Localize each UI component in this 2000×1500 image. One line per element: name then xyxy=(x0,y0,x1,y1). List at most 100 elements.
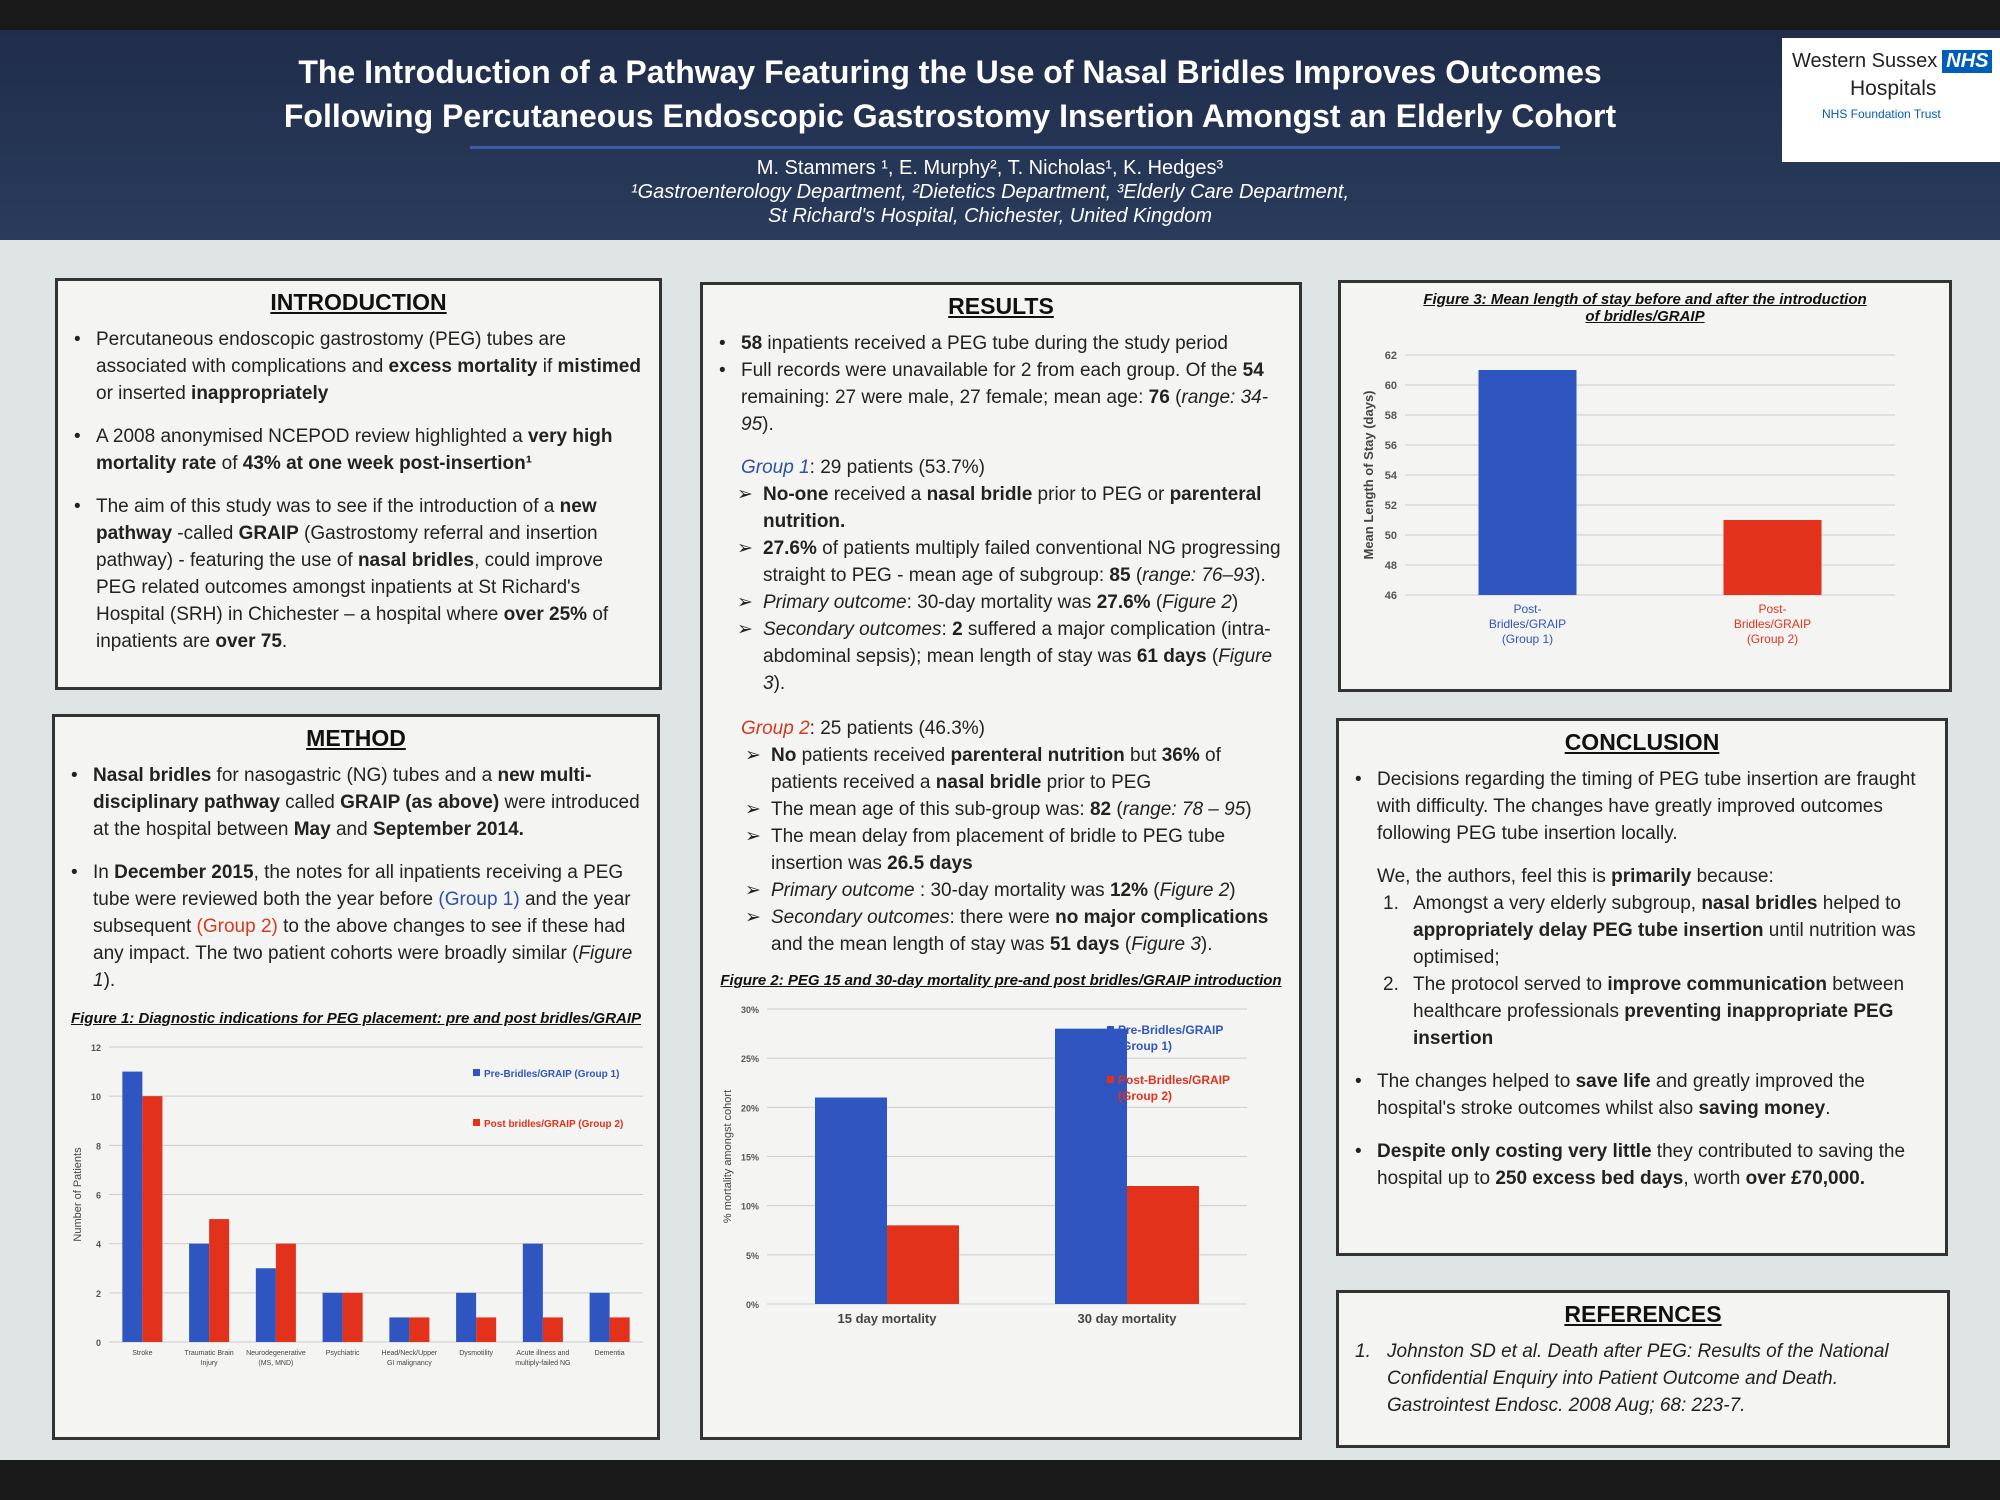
text-run: because: xyxy=(1691,866,1774,887)
conclusion-heading: CONCLUSION xyxy=(1564,729,1720,755)
group-2-list: No patients received parenteral nutritio… xyxy=(717,742,1285,958)
text-run: The protocol served to xyxy=(1413,974,1608,995)
text-run: 82 xyxy=(1089,799,1112,820)
list-item: Secondary outcomes: 2 suffered a major c… xyxy=(717,616,1285,697)
y-tick-label: 52 xyxy=(1385,500,1397,512)
text-run: ) xyxy=(1245,799,1252,820)
bar-series-2 xyxy=(609,1317,630,1342)
text-run: of xyxy=(216,453,243,474)
text-run: very high mortality rate xyxy=(96,426,613,474)
text-run: No-one xyxy=(763,484,829,505)
title-divider xyxy=(470,146,1560,149)
bar-series-1 xyxy=(255,1268,276,1342)
text-run: : there were xyxy=(949,907,1056,928)
text-run: prior to PEG xyxy=(1041,772,1152,793)
figure-3-chart: 46 48 50 52 54 56 58 60 62 Mean Length of Stay (d… xyxy=(1361,350,1895,646)
y-tick-label: 8 xyxy=(96,1141,101,1151)
y-tick-label: 62 xyxy=(1385,350,1397,362)
x-tick-label: Dementia xyxy=(595,1350,625,1357)
x-tick-label: Post- xyxy=(1758,602,1786,616)
text-run: ). xyxy=(103,970,116,991)
text-run: , could improve PEG related outcomes amo… xyxy=(96,550,603,625)
bar-series-2 xyxy=(476,1317,497,1342)
y-tick-label: 30% xyxy=(741,1005,759,1015)
figure-3-caption: Figure 3: Mean length of stay before and… xyxy=(1423,291,1867,325)
text-run: The mean delay from placement of bridle … xyxy=(771,826,1226,874)
nhs-trust-logo: Western Sussex NHS Hospitals NHS Foundati… xyxy=(1782,38,2000,162)
y-tick-label: 50 xyxy=(1385,530,1397,542)
text-run: received a xyxy=(828,484,927,505)
text-run: called xyxy=(279,792,341,813)
text-run: helped to xyxy=(1817,893,1901,914)
text-run: ) xyxy=(1231,592,1239,613)
reference-text: Johnston SD et al. Death after PEG: Resu… xyxy=(1387,1341,1889,1416)
text-run: 58 xyxy=(741,333,763,354)
x-tick-label: Neurodegenerative xyxy=(246,1350,306,1357)
authors: M. Stammers ¹, E. Murphy², T. Nicholas¹,… xyxy=(756,157,1224,179)
text-run: they contributed to saving the hospital … xyxy=(1377,1141,1906,1189)
text-run: 51 days xyxy=(1049,934,1120,955)
text-run: December 2015 xyxy=(114,862,254,883)
x-tick-label: Bridles/GRAIP xyxy=(1734,617,1811,631)
text-run: new multi-disciplinary pathway xyxy=(93,765,592,813)
text-run: Amongst a very elderly subgroup, xyxy=(1413,893,1702,914)
text-run: : 30-day mortality was xyxy=(914,880,1110,901)
text-run: no major complications xyxy=(1055,907,1269,928)
method-section: METHOD Nasal bridles for nasogastric (NG… xyxy=(52,714,660,1440)
text-run: Secondary outcomes xyxy=(771,907,950,928)
bar-series-1 xyxy=(189,1243,210,1342)
y-tick-label: 0 xyxy=(96,1338,101,1348)
bar-series-1 xyxy=(456,1292,477,1342)
text-run: -called xyxy=(172,523,239,544)
text-run: 12% xyxy=(1109,880,1148,901)
bar-series-1 xyxy=(322,1292,343,1342)
text-run: parenteral nutrition. xyxy=(763,484,1262,532)
x-tick-label: Post- xyxy=(1513,602,1541,616)
list-item: Secondary outcomes: there were no major … xyxy=(725,904,1285,958)
bar-series-2 xyxy=(409,1317,430,1342)
list-item: No patients received parenteral nutritio… xyxy=(725,742,1285,796)
text-run: appropriately delay PEG tube insertion xyxy=(1413,920,1764,941)
text-run: ). xyxy=(773,673,786,694)
bar-series-1 xyxy=(1055,1028,1127,1304)
poster-title: The Introduction of a Pathway Featuring … xyxy=(120,50,1780,138)
text-run: range: 78 – 95 xyxy=(1122,799,1246,820)
text-run: improve communication xyxy=(1607,974,1827,995)
list-item: The mean delay from placement of bridle … xyxy=(725,823,1285,877)
text-run: 2 xyxy=(952,619,963,640)
legend-swatch xyxy=(473,1119,480,1126)
y-tick-label: 58 xyxy=(1385,410,1397,422)
text-run: Johnston SD et al. Death after PEG: Resu… xyxy=(1387,1341,1889,1416)
text-run: Percutaneous endoscopic gastrostomy (PEG… xyxy=(96,329,566,377)
bar-series-2 xyxy=(209,1219,230,1342)
y-tick-label: 12 xyxy=(91,1043,101,1053)
text-run: Figure 3 xyxy=(1131,934,1201,955)
x-tick-label: Acute illness and xyxy=(516,1350,569,1357)
y-tick-label: 10 xyxy=(91,1092,101,1102)
bar-series-1 xyxy=(389,1317,410,1342)
x-tick-label: (MS, MND) xyxy=(258,1360,293,1367)
conclusion-point: Decisions regarding the timing of PEG tu… xyxy=(1353,766,1931,847)
y-axis-label: Mean Length of Stay (days) xyxy=(1361,390,1376,559)
text-run: ) xyxy=(1229,880,1236,901)
x-tick-label: 30 day mortality xyxy=(1078,1311,1178,1326)
text-run: ( xyxy=(1150,592,1163,613)
text-run: ( xyxy=(1206,646,1219,667)
text-run: The mean age of this sub-group was: xyxy=(771,799,1090,820)
text-run: saving money xyxy=(1698,1098,1826,1119)
text-run: We, the authors, feel this is xyxy=(1377,866,1612,887)
text-run: nasal bridle xyxy=(935,772,1042,793)
x-tick-label: Traumatic Brain xyxy=(185,1350,234,1357)
text-run: ). xyxy=(762,414,774,435)
method-point: In December 2015, the notes for all inpa… xyxy=(69,859,643,994)
method-point: Nasal bridles for nasogastric (NG) tubes… xyxy=(69,762,643,843)
y-tick-label: 4 xyxy=(96,1240,101,1250)
y-tick-label: 5% xyxy=(746,1251,759,1261)
text-run: to the above changes to see if these had… xyxy=(93,916,626,964)
figure-2-chart: 0% 5% 10% 15% 20% 25% 30% % mortality amongst c… xyxy=(722,1005,1247,1326)
text-run: ( xyxy=(1169,387,1182,408)
bar-series-2 xyxy=(275,1243,296,1342)
y-tick-label: 54 xyxy=(1385,470,1398,482)
bar-group-2 xyxy=(1723,520,1822,595)
legend-label: Pre-Bridles/GRAIP xyxy=(1118,1023,1223,1037)
